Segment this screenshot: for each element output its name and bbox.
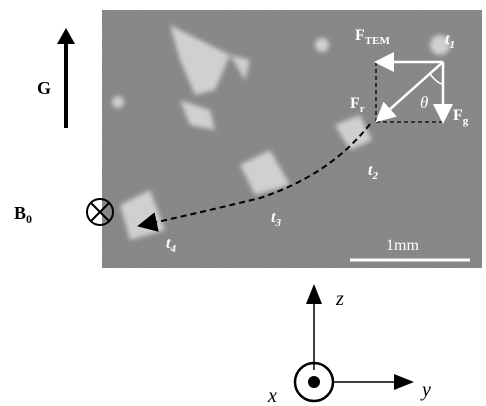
angle-label: θ: [420, 93, 428, 112]
axis-label: x: [267, 385, 277, 406]
gravity-indicator: G: [37, 28, 75, 128]
field-indicator: B0: [14, 199, 113, 226]
coordinate-axes: z x y: [267, 284, 431, 406]
gravity-label: G: [37, 78, 51, 98]
figure: FTEM t1 Fr θ Fg t2 t3 t4 1mm G B0 z x y: [0, 0, 486, 406]
field-label: B0: [14, 203, 32, 226]
axis-label: y: [420, 379, 431, 401]
scale-bar-label: 1mm: [386, 237, 419, 254]
axis-label: z: [335, 288, 344, 310]
micrograph: FTEM t1 Fr θ Fg t2 t3 t4 1mm: [102, 10, 482, 268]
